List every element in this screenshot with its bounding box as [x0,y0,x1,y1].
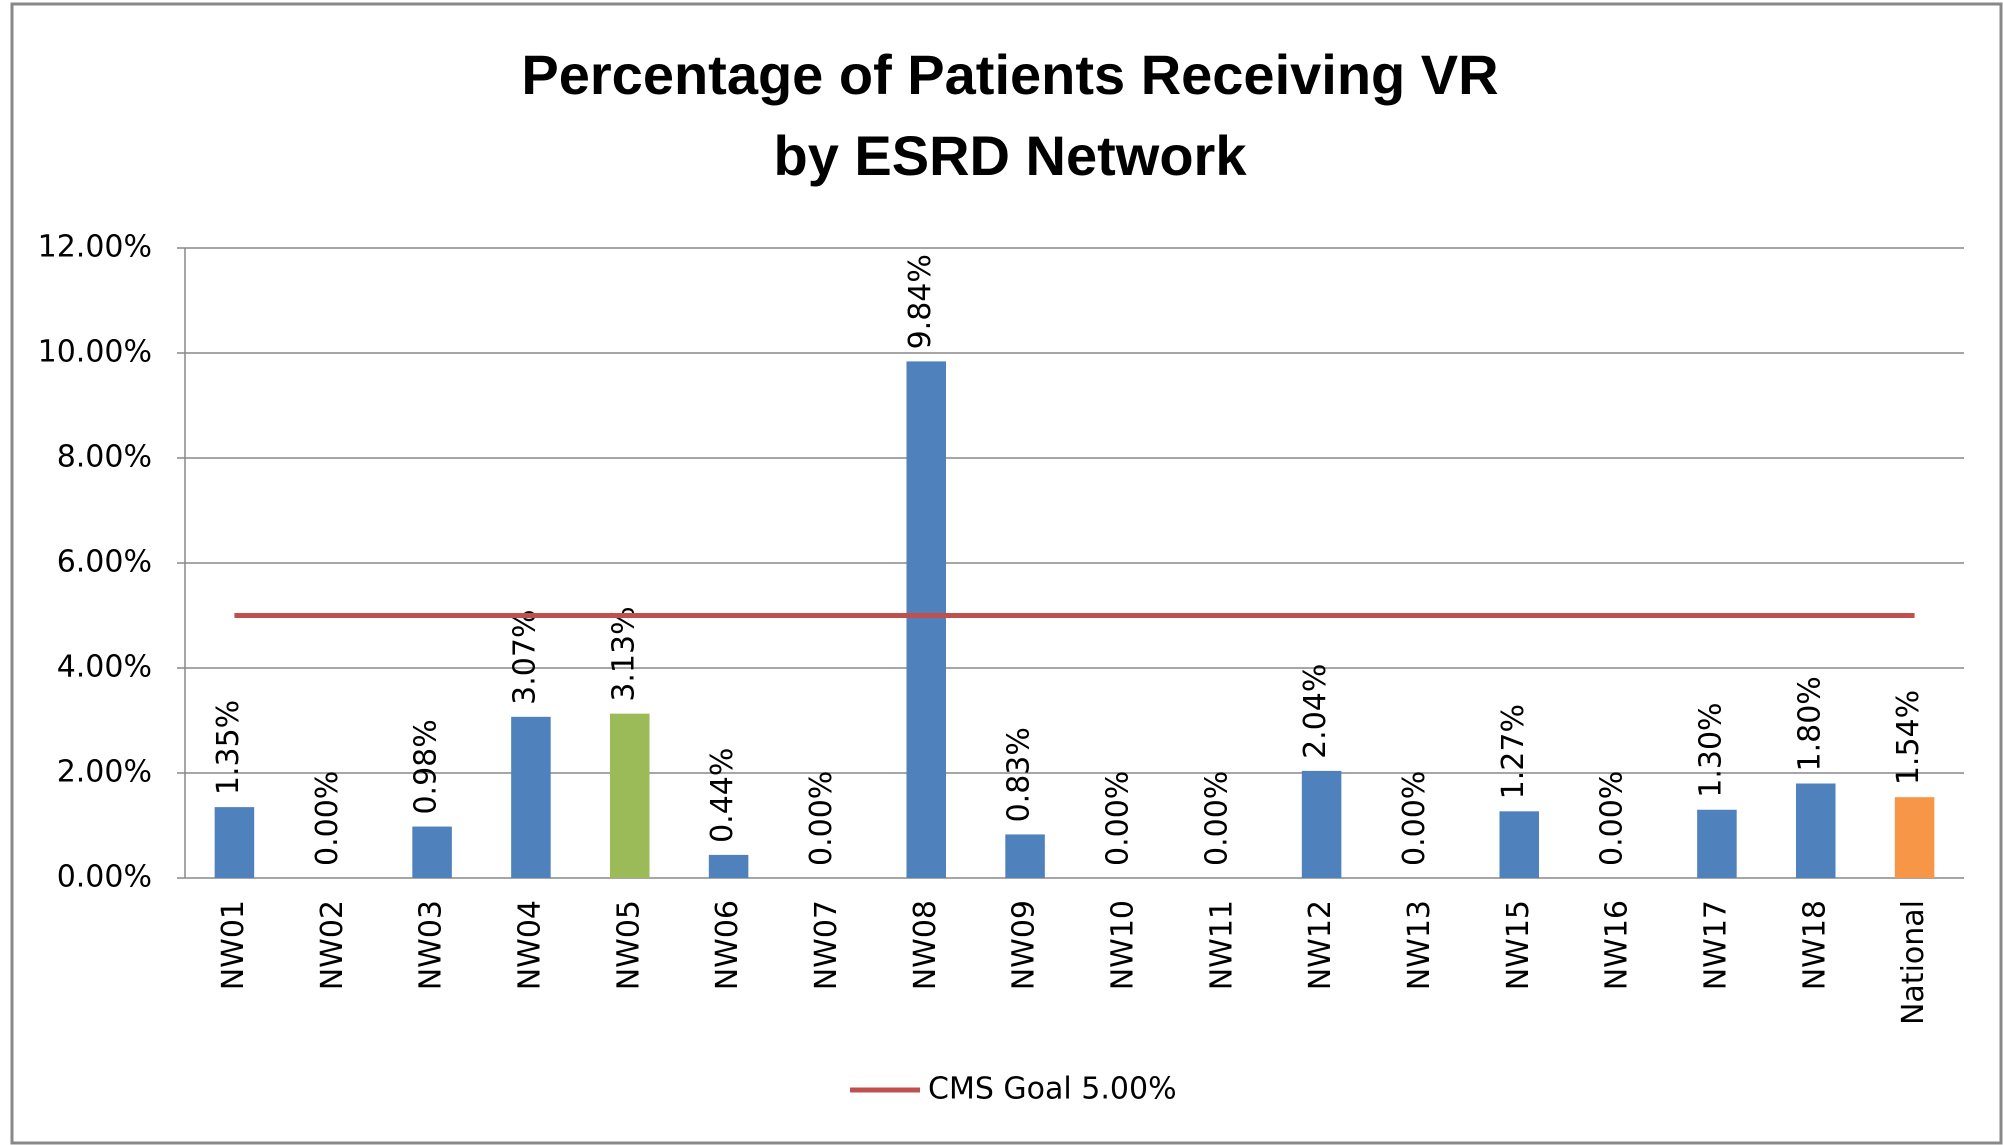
value-label: 0.00% [310,771,345,866]
value-label: 3.13% [606,606,641,701]
bar [609,713,650,878]
value-label: 1.80% [1792,676,1827,771]
value-label: 1.30% [1693,702,1728,797]
value-label: 1.54% [1891,690,1926,785]
bar [214,807,255,878]
bar [1697,809,1737,878]
chart-title: Percentage of Patients Receiving VR [521,43,1498,106]
value-label: 0.00% [1595,771,1630,866]
value-label: 0.00% [1199,771,1234,866]
x-tick-label: NW06 [710,900,745,990]
y-tick-label: 0.00% [57,860,152,895]
chart-border [10,2,2003,1145]
y-tick-label: 2.00% [57,755,152,790]
bar [1005,834,1045,878]
value-label: 0.00% [804,771,839,866]
y-tick-label: 12.00% [38,230,152,265]
y-tick-label: 6.00% [57,545,152,580]
x-tick-label: NW12 [1303,900,1338,990]
bar [906,361,947,878]
x-tick-label: NW17 [1698,900,1733,990]
value-label: 2.04% [1298,664,1333,759]
value-label: 0.83% [1002,727,1037,822]
x-tick-label: NW15 [1501,900,1536,990]
value-label: 1.27% [1496,704,1531,799]
value-label: 9.84% [903,254,938,349]
bar [412,826,452,878]
value-label: 0.98% [409,719,444,814]
x-tick-label: NW02 [315,900,350,990]
bar [1894,797,1935,878]
bar [1499,811,1540,878]
x-tick-label: NW13 [1402,900,1437,990]
bar [1301,770,1342,878]
y-tick-label: 10.00% [38,335,152,370]
x-tick-label: NW01 [216,900,251,990]
x-tick-label: NW05 [611,900,646,990]
x-tick-label: NW04 [512,900,547,990]
x-tick-label: National [1896,900,1931,1025]
x-tick-label: NW11 [1204,900,1239,990]
x-tick-label: NW03 [414,900,449,990]
x-tick-label: NW08 [908,900,943,990]
x-tick-label: NW07 [809,900,844,990]
value-label: 0.00% [1100,771,1135,866]
value-label: 0.00% [1397,771,1432,866]
chart-title: by ESRD Network [774,124,1248,187]
y-tick-label: 8.00% [57,440,152,475]
x-tick-label: NW09 [1007,900,1042,990]
value-label: 0.44% [705,748,740,843]
legend-label: CMS Goal 5.00% [928,1072,1177,1107]
x-tick-label: NW18 [1797,900,1832,990]
bar [511,716,551,878]
bar [708,854,749,878]
x-tick-label: NW10 [1105,900,1140,990]
value-label: 1.35% [211,700,246,795]
y-tick-label: 4.00% [57,650,152,685]
x-tick-label: NW16 [1600,900,1635,990]
value-label: 3.07% [507,610,542,705]
bar [1795,783,1836,878]
